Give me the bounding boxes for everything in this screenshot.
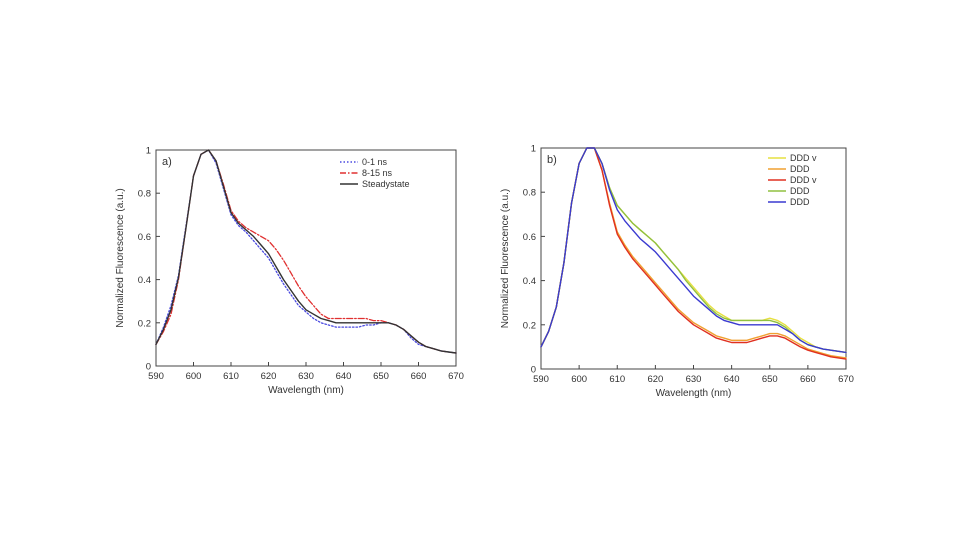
x-tick-label: 650: [373, 371, 389, 382]
y-axis-label: Normalized Fluorescence (a.u.): [115, 188, 126, 328]
x-tick-label: 670: [448, 371, 464, 382]
panel-b: 590 600 610 620 630 640 650 660 670 0 0.2 0.4 0.6 0.8…: [500, 144, 854, 400]
x-tick-label: 630: [298, 371, 314, 382]
y-tick-label: 0.2: [523, 320, 536, 331]
legend-label: Steadystate: [362, 179, 410, 189]
series-line-1: [155, 149, 457, 354]
panel-label: a): [162, 156, 172, 168]
y-axis-label: Normalized Fluorescence (a.u.): [500, 189, 511, 329]
x-tick-label: 670: [838, 374, 854, 385]
panel-a: 590 600 610 620 630 640 650 660 670 0 0.2 0.4 0.6 0.8…: [115, 146, 464, 397]
y-tick-label: 0: [531, 365, 536, 376]
x-tick-label: 590: [148, 371, 164, 382]
y-tick-label: 0.8: [138, 189, 151, 200]
y-tick-label: 0.2: [138, 318, 151, 329]
plot-frame: [155, 149, 457, 367]
legend-label: DDD: [790, 197, 810, 207]
y-tick-label: 0.6: [138, 232, 151, 243]
y-tick-label: 0: [146, 362, 151, 373]
x-tick-label: 640: [724, 374, 740, 385]
x-tick-label: 610: [223, 371, 239, 382]
panel-label: b): [547, 154, 557, 166]
x-tick-label: 650: [762, 374, 778, 385]
x-tick-label: 610: [609, 374, 625, 385]
legend-label: DDD v: [790, 175, 817, 185]
x-axis-label: Wavelength (nm): [656, 388, 732, 399]
x-tick-label: 660: [800, 374, 816, 385]
y-tick-label: 0.4: [138, 275, 151, 286]
x-tick-label: 600: [571, 374, 587, 385]
series-line-2: [155, 149, 457, 354]
y-tick-label: 1: [146, 146, 151, 157]
legend-label: DDD v: [790, 153, 817, 163]
legend-label: 0-1 ns: [362, 157, 388, 167]
x-axis-label: Wavelength (nm): [268, 385, 344, 396]
series-line-3: [155, 149, 457, 354]
y-tick-label: 0.8: [523, 188, 536, 199]
legend-label: DDD: [790, 164, 810, 174]
x-tick-label: 660: [411, 371, 427, 382]
x-tick-label: 640: [336, 371, 352, 382]
y-tick-label: 0.4: [523, 276, 536, 287]
x-tick-label: 590: [533, 374, 549, 385]
y-tick-label: 1: [531, 144, 536, 155]
y-tick-label: 0.6: [523, 232, 536, 243]
legend-label: 8-15 ns: [362, 168, 393, 178]
x-tick-label: 620: [647, 374, 663, 385]
x-tick-label: 600: [186, 371, 202, 382]
legend-label: DDD: [790, 186, 810, 196]
x-tick-label: 630: [686, 374, 702, 385]
series-line-5: [540, 147, 847, 354]
x-tick-label: 620: [261, 371, 277, 382]
